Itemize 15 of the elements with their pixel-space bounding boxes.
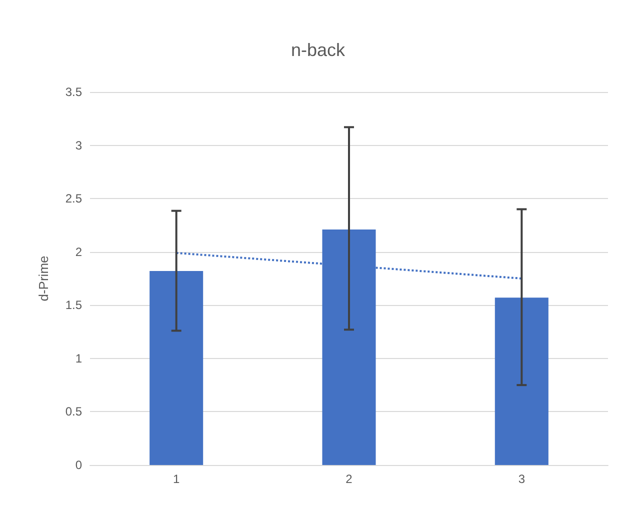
y-tick-label: 3.5 (65, 85, 82, 99)
x-tick-label: 2 (346, 472, 353, 486)
y-tick-label: 3 (75, 138, 82, 152)
bar (150, 271, 204, 465)
x-tick-label: 1 (172, 472, 180, 486)
y-tick-label: 1.5 (65, 298, 82, 312)
y-tick-label: 0.5 (65, 404, 82, 419)
y-tick-label: 2 (75, 244, 82, 259)
chart-title: n-back (290, 40, 346, 60)
y-tick-label: 1 (75, 351, 82, 366)
y-tick-label: 2.5 (65, 192, 82, 206)
y-axis-title: d-Prime (36, 256, 51, 302)
x-tick-label: 3 (518, 472, 526, 486)
y-tick-label: 0 (75, 458, 82, 472)
bar (494, 298, 548, 465)
